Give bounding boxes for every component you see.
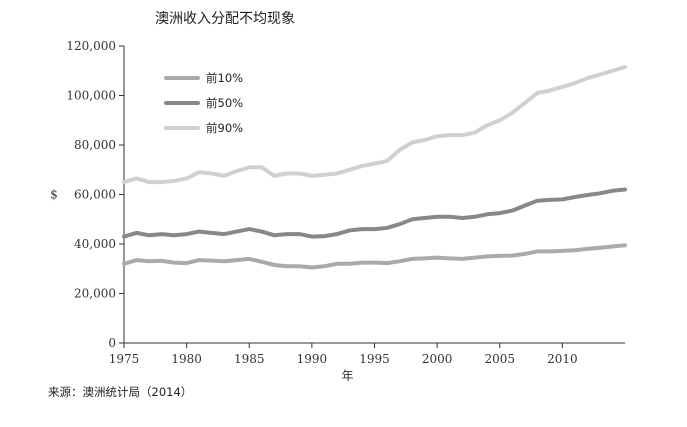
source-note: 来源：澳洲统计局（2014） [48, 385, 193, 399]
x-tick-label: 2010 [547, 352, 578, 366]
y-tick-label: 120,000 [66, 39, 116, 53]
series-lines [122, 65, 627, 270]
x-tick-label: 1990 [297, 352, 328, 366]
series-line-1 [122, 243, 627, 270]
y-tick-label: 100,000 [66, 89, 116, 103]
series-line-3 [122, 65, 627, 185]
x-tick-label: 1975 [109, 352, 140, 366]
series-line-2 [122, 187, 627, 239]
axes: 0 20,000 40,000 60,000 80,000 100,000 120,000 1… [50, 39, 625, 383]
x-tick-label: 1980 [171, 352, 202, 366]
y-tick-label: 80,000 [74, 138, 116, 152]
chart-title: 澳洲收入分配不均现象 [155, 11, 295, 27]
x-tick-label: 2005 [484, 352, 515, 366]
y-tick-label: 40,000 [74, 237, 116, 251]
x-tick-label: 1985 [234, 352, 265, 366]
x-tick-label: 2000 [422, 352, 453, 366]
y-tick-label: 20,000 [74, 287, 116, 301]
legend-label-3: 前90% [206, 121, 243, 135]
legend: 前10% 前50% 前90% [164, 71, 243, 135]
y-tick-label: 60,000 [74, 188, 116, 202]
y-tick-label: 0 [108, 336, 116, 350]
legend-label-2: 前50% [206, 96, 243, 110]
x-tick-label: 1995 [359, 352, 390, 366]
legend-label-1: 前10% [206, 71, 243, 85]
x-axis-title: 年 [341, 369, 353, 383]
y-axis-title: $ [50, 188, 58, 202]
